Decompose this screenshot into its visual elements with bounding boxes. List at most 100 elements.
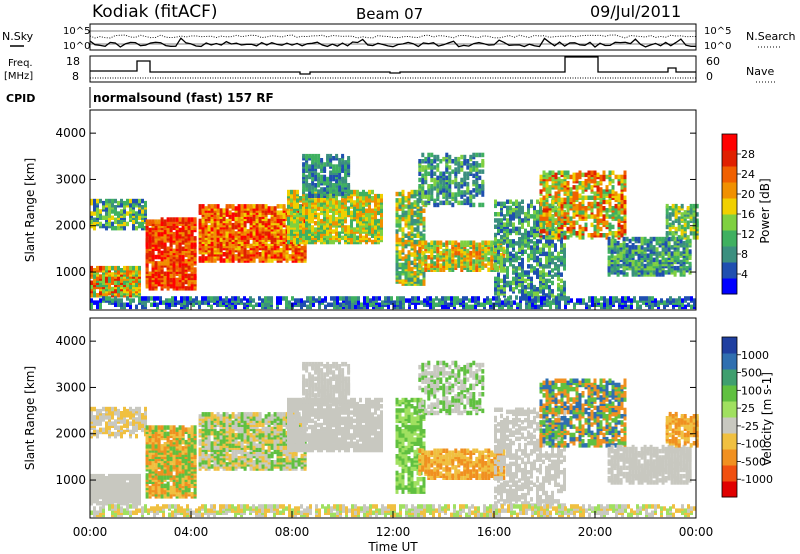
heatmap-cell bbox=[664, 270, 668, 275]
heatmap-cell bbox=[404, 243, 408, 249]
heatmap-cell bbox=[317, 176, 321, 182]
heatmap-cell bbox=[287, 227, 290, 232]
station-title: Kodiak (fitACF) bbox=[92, 2, 218, 22]
heatmap-cell bbox=[506, 222, 509, 227]
heatmap-cell bbox=[460, 240, 464, 245]
heatmap-cell bbox=[270, 258, 274, 263]
heatmap-cell bbox=[575, 176, 579, 182]
heatmap-cell bbox=[527, 230, 530, 236]
heatmap-cell bbox=[357, 300, 360, 305]
heatmap-cell bbox=[581, 226, 585, 232]
heatmap-cell bbox=[172, 248, 176, 254]
heatmap-cell bbox=[616, 240, 620, 246]
heatmap-cell bbox=[201, 208, 205, 213]
heatmap-cell bbox=[285, 302, 288, 307]
heatmap-cell bbox=[228, 233, 232, 238]
heatmap-cell bbox=[460, 194, 464, 199]
heatmap-cell bbox=[324, 296, 327, 301]
heatmap-cell bbox=[560, 210, 564, 215]
heatmap-cell bbox=[407, 191, 411, 197]
heatmap-cell bbox=[279, 241, 283, 247]
heatmap-cell bbox=[335, 231, 338, 236]
heatmap-cell bbox=[500, 264, 503, 269]
heatmap-cell bbox=[554, 272, 557, 277]
heatmap-cell bbox=[587, 195, 591, 200]
heatmap-cell bbox=[255, 229, 259, 234]
heatmap-cell bbox=[172, 273, 176, 279]
heatmap-cell bbox=[557, 257, 560, 263]
heatmap-cell bbox=[299, 196, 302, 201]
heatmap-cell bbox=[117, 276, 120, 281]
heatmap-cell bbox=[593, 174, 597, 180]
heatmap-cell bbox=[557, 293, 560, 298]
heatmap-cell bbox=[578, 170, 582, 175]
heatmap-cell bbox=[290, 235, 293, 241]
freq-tick-left-bottom: 8 bbox=[72, 70, 79, 83]
heatmap-cell bbox=[433, 181, 437, 187]
heatmap-cell bbox=[484, 240, 488, 245]
heatmap-cell bbox=[617, 210, 621, 215]
heatmap-cell bbox=[354, 304, 357, 310]
heatmap-cell bbox=[288, 300, 291, 305]
heatmap-cell bbox=[138, 265, 141, 271]
heatmap-cell bbox=[404, 275, 408, 280]
heatmap-cell bbox=[371, 239, 374, 245]
heatmap-cell bbox=[332, 156, 336, 161]
heatmap-cell bbox=[524, 270, 527, 275]
heatmap-cell bbox=[475, 171, 479, 176]
heatmap-cell bbox=[427, 152, 431, 158]
heatmap-cell bbox=[231, 204, 235, 209]
heatmap-cell bbox=[163, 229, 167, 235]
heatmap-cell bbox=[252, 216, 256, 222]
heatmap-cell bbox=[560, 183, 564, 188]
heatmap-cell bbox=[314, 187, 318, 192]
heatmap-cell bbox=[234, 296, 237, 301]
heatmap-cell bbox=[658, 259, 662, 265]
heatmap-cell bbox=[207, 224, 211, 230]
heatmap-cell bbox=[154, 261, 158, 266]
heatmap-cell bbox=[395, 218, 399, 224]
heatmap-cell bbox=[255, 254, 259, 259]
heatmap-cell bbox=[296, 223, 299, 228]
heatmap-cell bbox=[246, 249, 250, 255]
heatmap-cell bbox=[572, 228, 576, 234]
heatmap-cell bbox=[436, 167, 440, 172]
heatmap-cell bbox=[419, 268, 423, 274]
heatmap-cell bbox=[237, 245, 241, 251]
heatmap-cell bbox=[478, 152, 482, 158]
heatmap-cell bbox=[300, 298, 303, 303]
heatmap-cell bbox=[273, 233, 277, 238]
heatmap-cell bbox=[497, 222, 500, 227]
heatmap-cell bbox=[148, 227, 152, 233]
heatmap-cell bbox=[625, 272, 629, 277]
heatmap-cell bbox=[637, 236, 641, 242]
heatmap-cell bbox=[682, 240, 686, 246]
heatmap-cell bbox=[210, 296, 213, 301]
heatmap-cell bbox=[424, 194, 428, 199]
heatmap-cell bbox=[536, 199, 539, 204]
heatmap-cell bbox=[448, 184, 452, 189]
heatmap-cell bbox=[524, 289, 527, 294]
noise-tick-right-bottom: 10^0 bbox=[704, 41, 731, 52]
heatmap-cell bbox=[99, 290, 102, 296]
heatmap-cell bbox=[192, 302, 195, 307]
heatmap-cell bbox=[554, 172, 558, 178]
heatmap-cell bbox=[623, 178, 627, 184]
heatmap-cell bbox=[599, 212, 603, 217]
heatmap-cell bbox=[323, 162, 327, 167]
heatmap-cell bbox=[93, 225, 96, 231]
noise-tick-right-top: 10^5 bbox=[704, 26, 731, 37]
heatmap-cell bbox=[466, 165, 470, 170]
heatmap-cell bbox=[159, 296, 162, 301]
heatmap-cell bbox=[460, 184, 464, 189]
heatmap-cell bbox=[671, 231, 675, 236]
heatmap-cell bbox=[219, 212, 223, 217]
heatmap-cell bbox=[512, 276, 515, 282]
heatmap-cell bbox=[448, 154, 452, 160]
nave-label: Nave bbox=[746, 65, 774, 78]
heatmap-cell bbox=[584, 206, 588, 211]
freq-label-line2: [MHz] bbox=[4, 71, 33, 82]
heatmap-cell bbox=[329, 208, 332, 213]
heatmap-cell bbox=[518, 241, 521, 246]
heatmap-cell bbox=[608, 222, 612, 228]
